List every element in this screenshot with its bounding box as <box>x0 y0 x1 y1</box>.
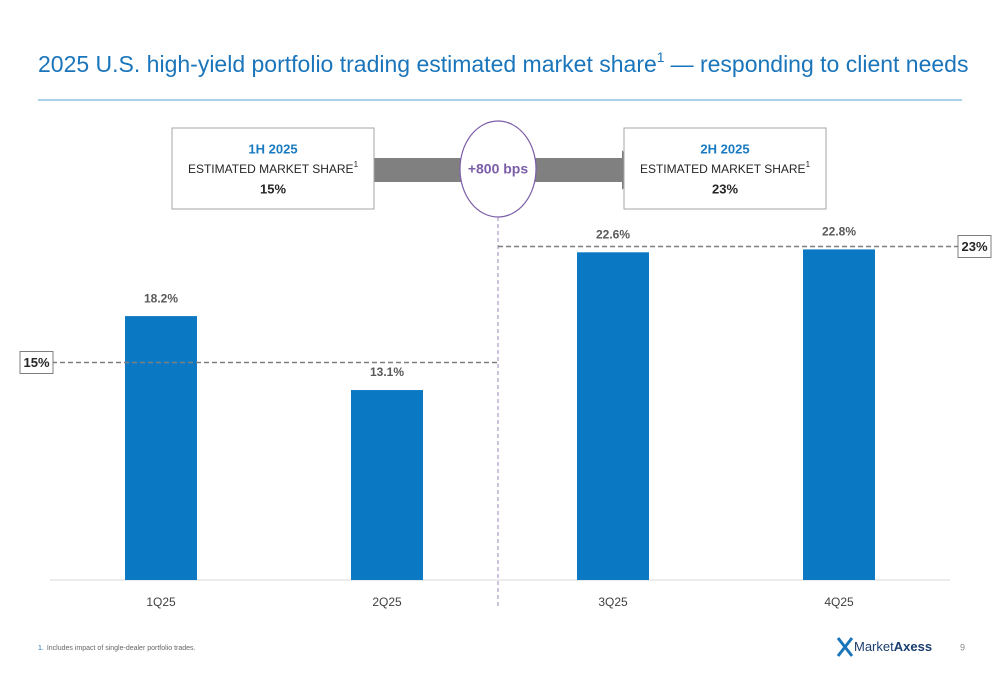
title-footnote-mark: 1 <box>657 49 665 65</box>
reference-label: 15% <box>23 355 49 370</box>
value-label: 22.8% <box>822 225 856 239</box>
title-suffix: — responding to client needs <box>671 51 969 77</box>
caption-text: ESTIMATED MARKET SHARE <box>188 162 354 176</box>
caption-footnote-mark: 1 <box>354 160 359 169</box>
logo-text: MarketAxess <box>854 639 932 654</box>
reference-label-box <box>19 351 54 374</box>
bar <box>803 249 875 580</box>
period-box <box>623 127 827 210</box>
footnote: 1. Includes impact of single-dealer portf… <box>38 645 196 652</box>
period-box <box>171 127 375 210</box>
value-label: 18.2% <box>144 291 178 305</box>
page-number: 9 <box>960 642 965 652</box>
x-tick-label: 4Q25 <box>824 595 854 609</box>
period-value: 23% <box>712 181 738 196</box>
slide-title: 2025 U.S. high-yield portfolio trading e… <box>38 49 968 77</box>
period-label: 2H 2025 <box>700 141 749 156</box>
period-value: 15% <box>260 181 286 196</box>
bar <box>125 316 197 580</box>
period-label: 1H 2025 <box>248 141 297 156</box>
x-tick-label: 3Q25 <box>598 595 628 609</box>
logo-mark <box>836 637 854 657</box>
value-label: 13.1% <box>370 365 404 379</box>
footnote-text: Includes impact of single-dealer portfol… <box>47 645 196 652</box>
logo-part1: Market <box>854 639 894 654</box>
x-tick-label: 1Q25 <box>146 595 176 609</box>
caption-footnote-mark: 1 <box>806 160 811 169</box>
reference-label: 23% <box>961 239 987 254</box>
logo-part2: Axess <box>894 639 932 654</box>
period-caption: ESTIMATED MARKET SHARE1 <box>640 160 811 176</box>
value-label: 22.6% <box>596 227 630 241</box>
bar <box>577 252 649 581</box>
footnote-mark: 1. <box>38 645 44 652</box>
bar <box>351 390 423 580</box>
change-label: +800 bps <box>468 161 529 177</box>
title-text: 2025 U.S. high-yield portfolio trading e… <box>38 51 657 77</box>
caption-text: ESTIMATED MARKET SHARE <box>640 162 806 176</box>
x-tick-label: 2Q25 <box>372 595 402 609</box>
period-caption: ESTIMATED MARKET SHARE1 <box>188 160 359 176</box>
logo: MarketAxess <box>836 637 932 657</box>
reference-label-box <box>957 235 992 258</box>
